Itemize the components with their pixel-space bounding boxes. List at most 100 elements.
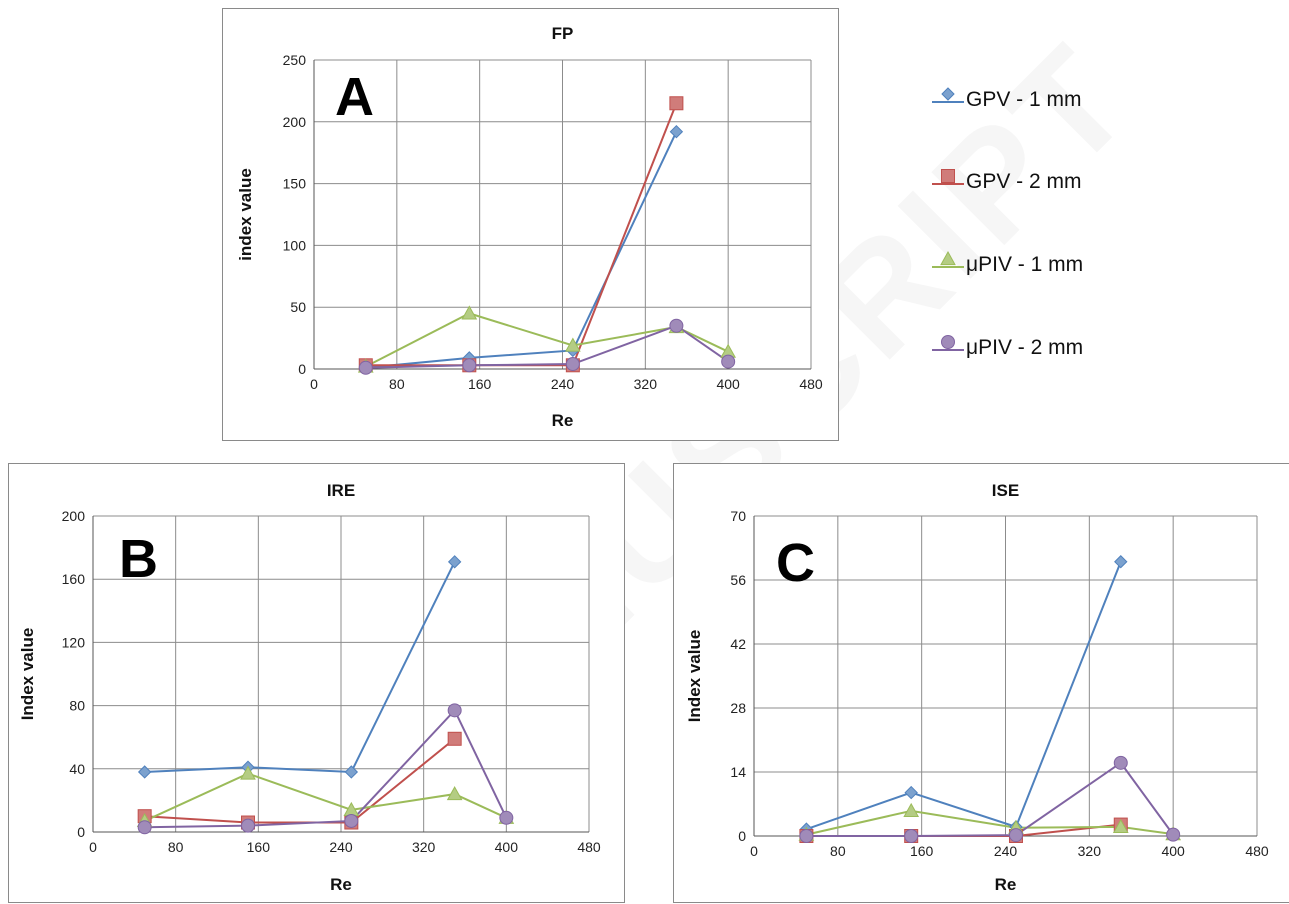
panel-letter: C (776, 533, 815, 593)
series-line (806, 561, 1122, 831)
series-line (144, 561, 456, 773)
legend-marker-triangle-icon (932, 250, 964, 268)
chart-title: ISE (992, 481, 1019, 500)
data-point (344, 813, 359, 828)
chart-panel-b: 0 80 160 240 320 400 480 0 40 80 120 160 200 IRE Re Ind… (8, 463, 625, 903)
x-tick-label: 400 (716, 376, 740, 392)
data-point (669, 96, 684, 111)
data-point (1112, 818, 1129, 833)
data-point (344, 765, 359, 779)
x-tick-label: 80 (830, 843, 846, 859)
y-axis-label: Index value (685, 630, 704, 723)
y-tick-label: 0 (738, 828, 746, 844)
x-tick-label: 160 (910, 843, 934, 859)
y-axis-label: Index value (18, 628, 37, 721)
data-point (241, 818, 255, 833)
legend-item-upiv-1mm: μPIV - 1 mm (930, 245, 1083, 285)
data-point (137, 765, 152, 779)
y-tick-label: 200 (62, 508, 86, 524)
legend-marker (941, 335, 955, 349)
x-tick-label: 0 (750, 843, 758, 859)
y-tick-label: 80 (69, 698, 85, 714)
data-point (499, 810, 514, 825)
legend-item-upiv-2mm: μPIV - 2 mm (930, 328, 1083, 368)
x-tick-label: 0 (89, 839, 97, 855)
data-point (903, 802, 920, 817)
legend-item-gpv-2mm: GPV - 2 mm (930, 162, 1082, 202)
x-axis-label: Re (552, 411, 574, 430)
data-point (904, 785, 918, 800)
panel-letter: B (119, 529, 158, 589)
y-tick-label: 56 (730, 572, 746, 588)
legend-marker (940, 250, 956, 266)
y-tick-label: 150 (283, 176, 307, 192)
data-point (462, 358, 477, 373)
x-tick-label: 480 (577, 839, 601, 855)
y-tick-label: 200 (283, 114, 307, 130)
data-point (565, 357, 580, 372)
y-tick-label: 0 (77, 824, 85, 840)
legend-marker-square-icon (932, 169, 964, 185)
chart-title: IRE (327, 481, 355, 500)
x-tick-label: 320 (412, 839, 436, 855)
chart-a-svg: 0 80 160 240 320 400 480 0 50 100 150 200 250 FP Re ind… (236, 24, 823, 430)
x-tick-label: 160 (247, 839, 271, 855)
data-point (447, 731, 462, 746)
data-point (1008, 828, 1023, 843)
legend-marker (941, 87, 955, 101)
legend-marker (941, 169, 955, 183)
chart-title: FP (552, 24, 574, 43)
y-tick-label: 100 (283, 237, 307, 253)
data-point (447, 555, 462, 569)
x-tick-label: 400 (495, 839, 519, 855)
data-point (447, 703, 462, 718)
data-point (669, 318, 684, 333)
x-axis-label: Re (995, 875, 1017, 894)
data-point (1113, 755, 1128, 770)
legend-label: GPV - 2 mm (966, 170, 1082, 193)
chart-panel-c: 0 80 160 240 320 400 480 0 14 28 42 56 70 ISE Re Index … (673, 463, 1289, 903)
x-tick-label: 240 (994, 843, 1018, 859)
data-point (240, 765, 256, 780)
panel-letter: A (335, 67, 374, 127)
y-tick-label: 250 (283, 52, 307, 68)
legend-label: GPV - 1 mm (966, 88, 1082, 111)
legend-label: μPIV - 1 mm (966, 253, 1084, 276)
y-tick-label: 42 (730, 636, 746, 652)
series-line (365, 102, 678, 367)
y-tick-label: 160 (62, 571, 86, 587)
y-tick-label: 14 (730, 764, 746, 780)
x-tick-label: 0 (310, 376, 318, 392)
data-point (1166, 827, 1181, 842)
data-point (721, 354, 736, 369)
chart-panel-a: 0 80 160 240 320 400 480 0 50 100 150 200 250 FP Re ind… (222, 8, 839, 441)
legend-marker-circle-icon (932, 335, 964, 351)
data-point (904, 829, 919, 843)
y-axis-label: index value (236, 168, 255, 261)
legend-item-gpv-1mm: GPV - 1 mm (930, 80, 1082, 120)
y-tick-label: 40 (69, 761, 85, 777)
data-point (358, 360, 373, 375)
x-tick-label: 160 (468, 376, 492, 392)
legend-label: μPIV - 2 mm (966, 336, 1084, 359)
y-tick-label: 120 (62, 634, 86, 650)
y-tick-label: 50 (290, 299, 306, 315)
y-tick-label: 0 (298, 361, 306, 377)
x-tick-label: 320 (634, 376, 658, 392)
x-tick-label: 480 (1245, 843, 1269, 859)
legend-marker-diamond-icon (932, 87, 964, 103)
x-tick-label: 320 (1078, 843, 1102, 859)
x-tick-label: 80 (389, 376, 405, 392)
data-point (799, 829, 814, 843)
y-tick-label: 70 (730, 508, 746, 524)
data-point (669, 124, 684, 139)
data-point (137, 820, 152, 835)
series-line (144, 738, 456, 824)
x-axis-label: Re (330, 875, 352, 894)
data-point (461, 305, 478, 320)
data-point (446, 786, 463, 801)
data-point (565, 337, 581, 352)
data-point (1114, 555, 1128, 569)
x-tick-label: 80 (168, 839, 184, 855)
y-tick-label: 28 (730, 700, 746, 716)
